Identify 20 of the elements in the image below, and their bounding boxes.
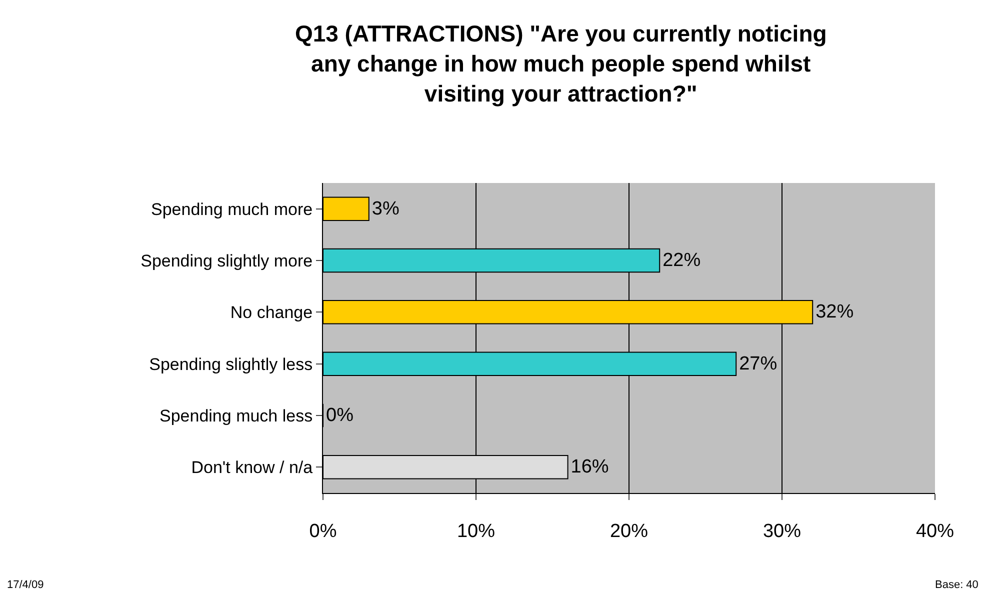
x-tick-label: 20% — [610, 520, 648, 542]
y-tick-label: Spending slightly less — [149, 354, 313, 374]
data-label: 0% — [326, 405, 354, 426]
data-label: 3% — [372, 198, 400, 220]
y-tick-label: No change — [230, 303, 313, 322]
x-tick-label: 10% — [456, 520, 496, 542]
text: 17/4/09 — [7, 579, 44, 591]
x-tick-label: 40% — [916, 520, 954, 542]
y-tick-label: Spending much less — [160, 406, 313, 426]
text: Base: 40 — [935, 579, 978, 591]
data-label: 22% — [662, 250, 701, 272]
y-tick-label: Don't know / n/a — [191, 458, 314, 478]
data-label: 32% — [816, 302, 854, 323]
chart-title: Q13 (ATTRACTIONS) "Are you currently noticing any change in how much people spend whilst visiting your attraction?" — [294, 20, 827, 106]
y-tick-label: Spending slightly more — [140, 251, 313, 270]
y-tick-label: Spending much more — [151, 200, 313, 219]
data-label: 27% — [739, 353, 778, 374]
x-tick-label: 0% — [309, 520, 337, 542]
data-label: 16% — [570, 456, 609, 478]
x-tick-label: 30% — [762, 520, 802, 542]
